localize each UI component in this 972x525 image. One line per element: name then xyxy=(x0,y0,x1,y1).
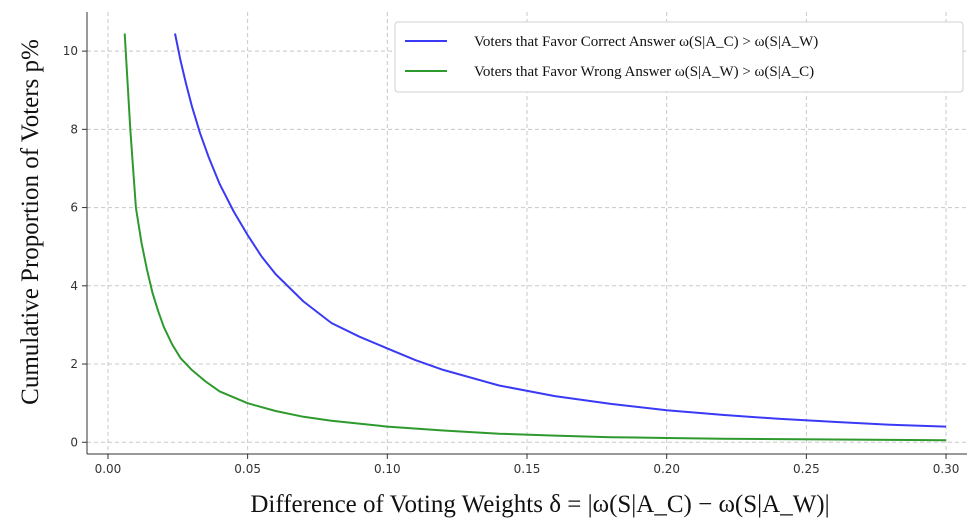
x-tick-label: 0.30 xyxy=(933,462,960,476)
series-group xyxy=(123,33,947,442)
series-line-wrong xyxy=(123,33,947,442)
legend-box xyxy=(394,21,964,93)
y-ticks: 0 2 4 6 8 10 xyxy=(63,44,87,449)
x-tick-label: 0.15 xyxy=(514,462,541,476)
x-axis-title: Difference of Voting Weights δ = |ω(S|A_… xyxy=(250,491,829,518)
x-ticks: 0.00 0.05 0.10 0.15 0.20 0.25 0.30 xyxy=(95,454,960,476)
y-axis-title: Cumulative Proportion of Voters p% xyxy=(17,39,44,405)
legend-label-correct: Voters that Favor Correct Answer ω(S|A_C… xyxy=(474,34,818,50)
y-tick-label: 0 xyxy=(70,435,78,449)
x-tick-label: 0.20 xyxy=(653,462,680,476)
y-tick-label: 10 xyxy=(63,44,78,58)
y-tick-label: 4 xyxy=(70,279,78,293)
x-tick-label: 0.10 xyxy=(374,462,401,476)
y-tick-label: 6 xyxy=(70,201,78,215)
y-tick-label: 8 xyxy=(70,122,78,136)
series-line-correct xyxy=(174,33,947,428)
legend-label-wrong: Voters that Favor Wrong Answer ω(S|A_W) … xyxy=(474,64,814,80)
x-tick-label: 0.00 xyxy=(95,462,122,476)
legend: Voters that Favor Correct Answer ω(S|A_C… xyxy=(394,21,964,93)
x-tick-label: 0.25 xyxy=(793,462,820,476)
x-tick-label: 0.05 xyxy=(234,462,261,476)
y-tick-label: 2 xyxy=(70,357,78,371)
